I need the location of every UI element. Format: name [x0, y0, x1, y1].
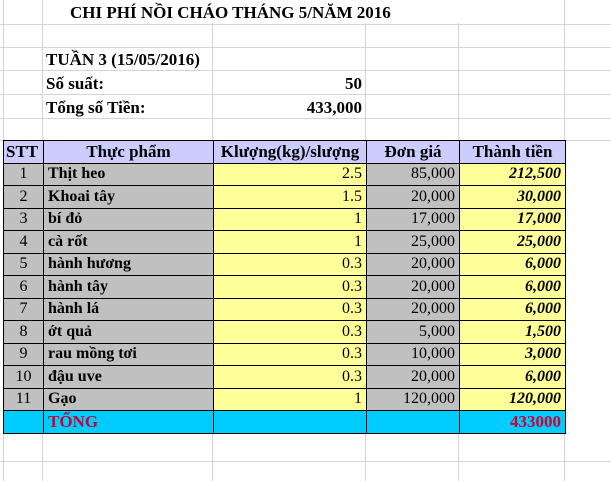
table-header-row: STT Thực phẩm Klượng(kg)/slượng Đơn giá … — [3, 140, 566, 164]
cell-quantity[interactable]: 1 — [213, 387, 367, 411]
servings-label: Số suất: — [46, 74, 105, 93]
cell-unit-price[interactable]: 17,000 — [366, 207, 460, 231]
cell-stt[interactable]: 3 — [3, 207, 44, 231]
cell-amount[interactable]: 25,000 — [459, 230, 566, 254]
cell-unit-price[interactable]: 20,000 — [366, 252, 460, 276]
cell-food[interactable]: ớt quả — [43, 320, 214, 344]
cell-unit-price[interactable]: 20,000 — [366, 275, 460, 299]
cell-unit-price[interactable]: 25,000 — [366, 230, 460, 254]
table-row: 5 hành hương 0.3 20,000 6,000 — [3, 252, 566, 276]
cell-food[interactable]: cà rốt — [43, 230, 214, 254]
cell-unit-price[interactable]: 20,000 — [366, 365, 460, 389]
cell-amount[interactable]: 17,000 — [459, 207, 566, 231]
cell-stt[interactable]: 2 — [3, 185, 44, 209]
total-empty-cell[interactable] — [366, 410, 460, 434]
table-row: 2 Khoai tây 1.5 20,000 30,000 — [3, 185, 566, 209]
cell-unit-price[interactable]: 10,000 — [366, 342, 460, 366]
cell-amount[interactable]: 3,000 — [459, 342, 566, 366]
cell-unit-price[interactable]: 20,000 — [366, 185, 460, 209]
cell-quantity[interactable]: 0.3 — [213, 320, 367, 344]
table-row: 11 Gạo 1 120,000 120,000 — [3, 387, 566, 411]
cell-food[interactable]: rau mồng tơi — [43, 342, 214, 366]
cell-stt[interactable]: 8 — [3, 320, 44, 344]
cell-stt[interactable]: 10 — [3, 365, 44, 389]
cell-amount[interactable]: 6,000 — [459, 365, 566, 389]
cell-stt[interactable]: 6 — [3, 275, 44, 299]
total-row: TỔNG 433000 — [3, 410, 566, 434]
cell-food[interactable]: bí đỏ — [43, 207, 214, 231]
table-row: 1 Thịt heo 2.5 85,000 212,500 — [3, 162, 566, 186]
table-row: 9 rau mồng tơi 0.3 10,000 3,000 — [3, 342, 566, 366]
header-stt[interactable]: STT — [3, 140, 44, 164]
header-quantity[interactable]: Klượng(kg)/slượng — [213, 140, 367, 164]
total-empty-cell[interactable] — [3, 410, 44, 434]
cell-quantity[interactable]: 1 — [213, 230, 367, 254]
sheet-title: CHI PHÍ NỒI CHÁO THÁNG 5/NĂM 2016 — [70, 3, 391, 22]
cell-unit-price[interactable]: 85,000 — [366, 162, 460, 186]
table-row: 10 đậu uve 0.3 20,000 6,000 — [3, 365, 566, 389]
cell-food[interactable]: Thịt heo — [43, 162, 214, 186]
cell-food[interactable]: Gạo — [43, 387, 214, 411]
cell-amount[interactable]: 212,500 — [459, 162, 566, 186]
cell-amount[interactable]: 6,000 — [459, 297, 566, 321]
header-food[interactable]: Thực phẩm — [43, 140, 214, 164]
cell-stt[interactable]: 7 — [3, 297, 44, 321]
total-empty-cell[interactable] — [213, 410, 367, 434]
cell-amount[interactable]: 1,500 — [459, 320, 566, 344]
cell-food[interactable]: đậu uve — [43, 365, 214, 389]
cell-quantity[interactable]: 0.3 — [213, 365, 367, 389]
cell-food[interactable]: hành tây — [43, 275, 214, 299]
table-row: 7 hành lá 0.3 20,000 6,000 — [3, 297, 566, 321]
cell-quantity[interactable]: 0.3 — [213, 342, 367, 366]
cell-stt[interactable]: 11 — [3, 387, 44, 411]
cell-unit-price[interactable]: 120,000 — [366, 387, 460, 411]
total-value[interactable]: 433000 — [459, 410, 566, 434]
cell-stt[interactable]: 1 — [3, 162, 44, 186]
cell-quantity[interactable]: 1.5 — [213, 185, 367, 209]
cell-amount[interactable]: 6,000 — [459, 275, 566, 299]
cell-food[interactable]: hành lá — [43, 297, 214, 321]
cell-quantity[interactable]: 0.3 — [213, 297, 367, 321]
table-row: 4 cà rốt 1 25,000 25,000 — [3, 230, 566, 254]
cell-amount[interactable]: 120,000 — [459, 387, 566, 411]
cell-stt[interactable]: 5 — [3, 252, 44, 276]
cost-table: STT Thực phẩm Klượng(kg)/slượng Đơn giá … — [3, 140, 566, 434]
total-money-label: Tổng số Tiền: — [46, 98, 146, 117]
cell-unit-price[interactable]: 20,000 — [366, 297, 460, 321]
cell-quantity[interactable]: 0.3 — [213, 275, 367, 299]
table-row: 3 bí đỏ 1 17,000 17,000 — [3, 207, 566, 231]
cell-stt[interactable]: 4 — [3, 230, 44, 254]
cell-quantity[interactable]: 2.5 — [213, 162, 367, 186]
total-money-value[interactable]: 433,000 — [306, 98, 362, 117]
cell-quantity[interactable]: 0.3 — [213, 252, 367, 276]
table-row: 8 ớt quả 0.3 5,000 1,500 — [3, 320, 566, 344]
cell-unit-price[interactable]: 5,000 — [366, 320, 460, 344]
cell-amount[interactable]: 30,000 — [459, 185, 566, 209]
cell-food[interactable]: hành hương — [43, 252, 214, 276]
cell-quantity[interactable]: 1 — [213, 207, 367, 231]
header-unit-price[interactable]: Đơn giá — [366, 140, 460, 164]
table-row: 6 hành tây 0.3 20,000 6,000 — [3, 275, 566, 299]
cell-stt[interactable]: 9 — [3, 342, 44, 366]
servings-value[interactable]: 50 — [345, 74, 362, 93]
header-amount[interactable]: Thành tiền — [459, 140, 566, 164]
cell-amount[interactable]: 6,000 — [459, 252, 566, 276]
week-label: TUẦN 3 (15/05/2016) — [46, 50, 200, 69]
total-label[interactable]: TỔNG — [43, 410, 214, 434]
cell-food[interactable]: Khoai tây — [43, 185, 214, 209]
